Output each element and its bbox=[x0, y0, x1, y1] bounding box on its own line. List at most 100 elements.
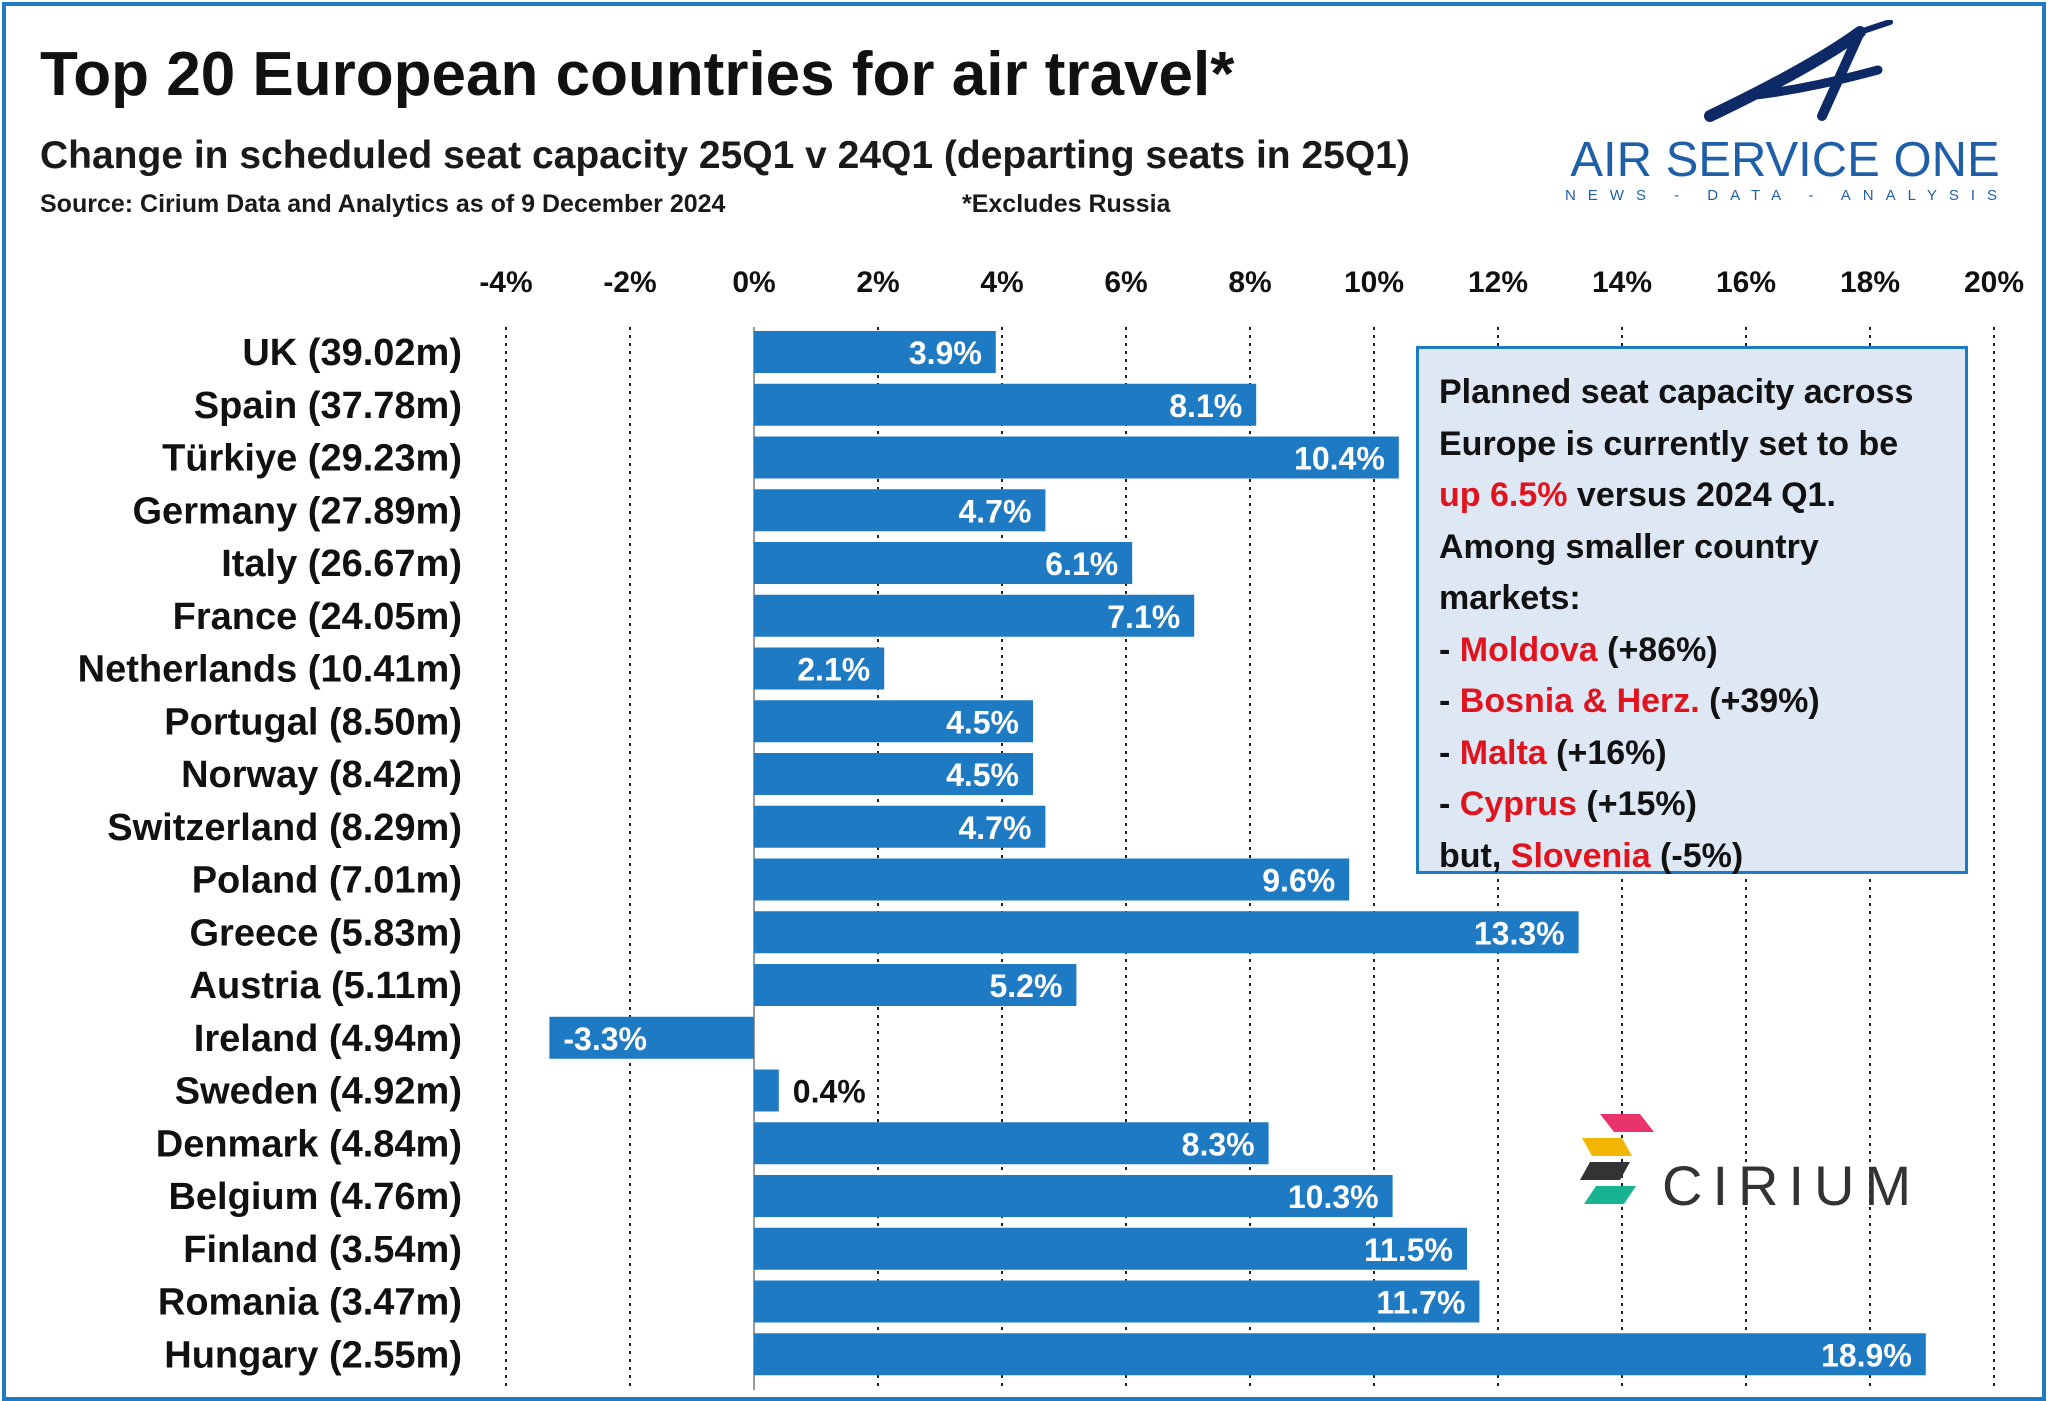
category-label: UK (39.02m) bbox=[242, 332, 462, 374]
note-line: but, Slovenia (-5%) bbox=[1439, 831, 1945, 883]
cirium-mark-icon bbox=[1580, 1114, 1654, 1204]
data-label: 4.5% bbox=[946, 704, 1019, 740]
data-label: 0.4% bbox=[793, 1074, 866, 1110]
chart-subtitle: Change in scheduled seat capacity 25Q1 v… bbox=[40, 134, 1410, 177]
note-highlight: Slovenia bbox=[1510, 836, 1651, 875]
data-label: 4.5% bbox=[946, 757, 1019, 793]
x-tick-label: 6% bbox=[1104, 266, 1147, 299]
note-highlight: Malta bbox=[1459, 733, 1547, 772]
bar bbox=[754, 331, 996, 373]
data-labels: 3.9% 8.1% 10.4% 4.7% 6.1% 7.1% 2.1% 4.5% 4.5% 4.7… bbox=[563, 335, 1911, 1373]
note-line: - Cyprus (+15%) bbox=[1439, 779, 1945, 831]
x-tick-label: 0% bbox=[732, 266, 775, 299]
note-text: (+39%) bbox=[1699, 682, 1820, 720]
bar bbox=[754, 1175, 1393, 1217]
bar bbox=[754, 594, 1195, 637]
note-line: Planned seat capacity across bbox=[1439, 367, 1945, 419]
x-tick-label: 20% bbox=[1964, 266, 2024, 299]
note-text: markets: bbox=[1439, 579, 1581, 617]
data-label: 3.9% bbox=[909, 335, 982, 371]
category-label: Denmark (4.84m) bbox=[156, 1123, 462, 1165]
category-label: Greece (5.83m) bbox=[190, 912, 463, 954]
data-label: 11.7% bbox=[1376, 1285, 1465, 1321]
bar bbox=[754, 1227, 1467, 1270]
data-label: 10.3% bbox=[1288, 1179, 1379, 1215]
data-label: 8.3% bbox=[1182, 1126, 1255, 1162]
note-highlight: Bosnia & Herz. bbox=[1459, 682, 1700, 720]
note-text: (-5%) bbox=[1650, 836, 1744, 875]
category-label: Belgium (4.76m) bbox=[168, 1176, 462, 1218]
note-text: - bbox=[1439, 682, 1460, 720]
note-line: - Malta (+16%) bbox=[1439, 728, 1945, 780]
note-text: - bbox=[1439, 630, 1460, 669]
data-label: 10.4% bbox=[1294, 441, 1385, 477]
bar bbox=[549, 1016, 754, 1059]
bar bbox=[754, 383, 1257, 426]
note-text: - bbox=[1439, 733, 1460, 772]
category-labels: UK (39.02m) Spain (37.78m) Türkiye (29.23m… bbox=[78, 332, 462, 1376]
category-label: Netherlands (10.41m) bbox=[78, 649, 462, 691]
note-text: (+16%) bbox=[1546, 733, 1667, 772]
category-label: Germany (27.89m) bbox=[133, 490, 463, 532]
air-service-one-mark-icon bbox=[1704, 19, 1893, 122]
note-text: Europe is currently set to be bbox=[1439, 424, 1899, 463]
x-axis-ticks: -4% -2% 0% 2% 4% 6% 8% 10% 12% 14% 16% 18% 20% bbox=[479, 266, 2024, 299]
data-label: 13.3% bbox=[1474, 915, 1565, 951]
bar bbox=[754, 647, 885, 690]
x-tick-label: 2% bbox=[856, 266, 899, 299]
note-line: up 6.5% versus 2024 Q1. bbox=[1439, 470, 1945, 522]
bar bbox=[754, 753, 1033, 795]
category-label: Ireland (4.94m) bbox=[194, 1018, 462, 1060]
note-highlight: Cyprus bbox=[1459, 785, 1577, 823]
bar bbox=[754, 436, 1399, 479]
category-label: Finland (3.54m) bbox=[183, 1229, 462, 1271]
category-label: France (24.05m) bbox=[173, 596, 462, 638]
bar bbox=[754, 1333, 1926, 1376]
category-label: Türkiye (29.23m) bbox=[162, 438, 462, 480]
data-label: 8.1% bbox=[1169, 388, 1242, 424]
bar bbox=[754, 858, 1350, 901]
source-note: Source: Cirium Data and Analytics as of … bbox=[40, 190, 726, 218]
x-tick-label: 8% bbox=[1228, 266, 1271, 299]
x-tick-label: 12% bbox=[1468, 266, 1528, 299]
chart-title: Top 20 European countries for air travel… bbox=[40, 40, 1235, 109]
note-text: (+86%) bbox=[1597, 630, 1718, 669]
footnote: *Excludes Russia bbox=[962, 190, 1171, 218]
data-label: 6.1% bbox=[1045, 546, 1118, 582]
note-text: versus 2024 Q1. bbox=[1567, 476, 1836, 514]
data-label: 18.9% bbox=[1821, 1337, 1912, 1373]
bar bbox=[754, 911, 1579, 954]
category-label: Austria (5.11m) bbox=[190, 965, 462, 1007]
bar bbox=[754, 964, 1077, 1006]
data-label: 4.7% bbox=[958, 493, 1031, 529]
category-label: Sweden (4.92m) bbox=[175, 1071, 462, 1113]
bar bbox=[754, 1122, 1269, 1165]
cirium-logo: CIRIUM bbox=[1576, 1104, 1936, 1214]
note-text: but, bbox=[1439, 836, 1511, 875]
note-text: Planned seat capacity across bbox=[1439, 373, 1914, 411]
data-label: 4.7% bbox=[958, 810, 1031, 846]
note-text: (+15%) bbox=[1576, 785, 1697, 823]
x-tick-label: 14% bbox=[1592, 266, 1652, 299]
x-tick-label: 4% bbox=[980, 266, 1023, 299]
category-label: Poland (7.01m) bbox=[192, 860, 462, 902]
category-label: Portugal (8.50m) bbox=[164, 701, 462, 743]
bar bbox=[754, 1280, 1480, 1323]
data-label: 2.1% bbox=[797, 652, 870, 688]
bar bbox=[754, 700, 1033, 743]
air-service-one-name: AIR SERVICE ONE bbox=[1570, 133, 2000, 187]
bar bbox=[754, 542, 1133, 584]
x-tick-label: -4% bbox=[479, 266, 532, 299]
data-label: -3.3% bbox=[563, 1021, 647, 1057]
category-label: Romania (3.47m) bbox=[158, 1282, 462, 1324]
note-highlight: up 6.5% bbox=[1439, 476, 1568, 514]
note-line: markets: bbox=[1439, 573, 1945, 625]
data-label: 5.2% bbox=[989, 968, 1062, 1004]
x-tick-label: -2% bbox=[603, 266, 656, 299]
data-label: 9.6% bbox=[1262, 863, 1335, 899]
note-text: - bbox=[1439, 785, 1460, 823]
category-label: Spain (37.78m) bbox=[194, 385, 462, 427]
x-tick-label: 18% bbox=[1840, 266, 1900, 299]
x-tick-label: 10% bbox=[1344, 266, 1404, 299]
